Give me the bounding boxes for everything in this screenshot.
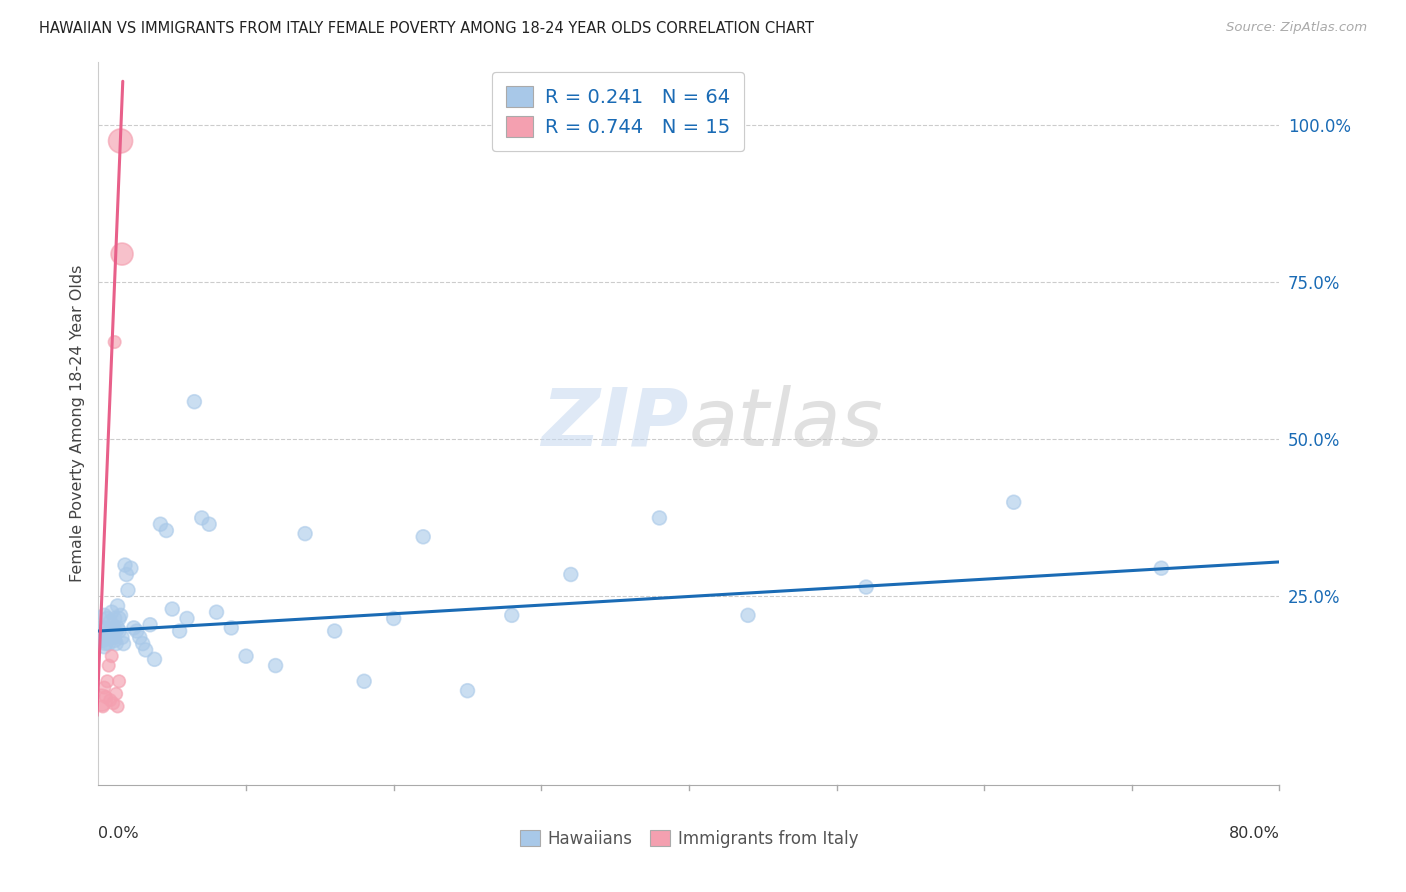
Point [90, 693, 112, 707]
Point [648, 511, 671, 525]
Point [149, 517, 172, 532]
Point [264, 658, 287, 673]
Point [108, 611, 131, 625]
Point [94, 621, 117, 635]
Point [97, 624, 120, 638]
Text: ZIP: ZIP [541, 384, 689, 463]
Point [96, 630, 118, 644]
Point [457, 683, 479, 698]
Point [155, 524, 177, 538]
Point [501, 608, 523, 623]
Point [135, 643, 157, 657]
Point [125, 624, 148, 638]
Point [93, 608, 115, 623]
Point [105, 687, 128, 701]
Point [98, 630, 121, 644]
Point [100, 624, 122, 638]
Point [122, 621, 145, 635]
Point [104, 334, 127, 349]
Point [107, 621, 129, 635]
Point [103, 621, 125, 635]
Point [93, 681, 115, 695]
Text: HAWAIIAN VS IMMIGRANTS FROM ITALY FEMALE POVERTY AMONG 18-24 YEAR OLDS CORRELATI: HAWAIIAN VS IMMIGRANTS FROM ITALY FEMALE… [39, 21, 814, 36]
Point [382, 611, 405, 625]
Point [100, 605, 122, 619]
Point [105, 624, 128, 638]
Point [110, 608, 132, 623]
Point [205, 605, 228, 619]
Point [98, 693, 121, 707]
Point [94, 690, 117, 704]
Point [103, 630, 125, 644]
Point [100, 649, 122, 664]
Point [104, 633, 127, 648]
Point [176, 611, 198, 625]
Point [139, 617, 162, 632]
Y-axis label: Female Poverty Among 18-24 Year Olds: Female Poverty Among 18-24 Year Olds [69, 265, 84, 582]
Point [94, 630, 117, 644]
Point [96, 611, 118, 625]
Point [323, 624, 346, 638]
Point [560, 567, 582, 582]
Point [143, 652, 166, 666]
Point [110, 134, 132, 148]
Point [1002, 495, 1025, 509]
Point [107, 599, 129, 613]
Point [114, 558, 136, 572]
Point [111, 630, 134, 644]
Point [98, 615, 121, 629]
Point [91, 633, 114, 648]
Point [115, 567, 138, 582]
Point [183, 394, 205, 409]
Text: 0.0%: 0.0% [98, 826, 139, 841]
Point [117, 583, 139, 598]
Point [169, 624, 191, 638]
Point [108, 624, 131, 638]
Point [90, 627, 112, 641]
Point [94, 637, 117, 651]
Point [112, 637, 135, 651]
Point [235, 649, 257, 664]
Point [294, 526, 316, 541]
Point [104, 611, 127, 625]
Point [162, 602, 183, 616]
Point [412, 530, 434, 544]
Point [132, 637, 155, 651]
Point [353, 674, 375, 689]
Point [128, 630, 150, 644]
Point [120, 561, 142, 575]
Point [108, 674, 131, 689]
Point [105, 637, 128, 651]
Point [97, 658, 120, 673]
Point [737, 608, 759, 623]
Point [198, 517, 221, 532]
Point [221, 621, 243, 635]
Point [1150, 561, 1173, 575]
Point [107, 699, 129, 714]
Point [103, 696, 125, 710]
Text: Source: ZipAtlas.com: Source: ZipAtlas.com [1226, 21, 1367, 34]
Point [191, 511, 214, 525]
Point [96, 674, 118, 689]
Point [91, 699, 114, 714]
Point [855, 580, 877, 594]
Point [93, 640, 115, 654]
Point [97, 637, 120, 651]
Text: atlas: atlas [689, 384, 884, 463]
Legend: R = 0.241   N = 64, R = 0.744   N = 15: R = 0.241 N = 64, R = 0.744 N = 15 [492, 72, 744, 151]
Text: 80.0%: 80.0% [1229, 826, 1279, 841]
Point [111, 247, 134, 261]
